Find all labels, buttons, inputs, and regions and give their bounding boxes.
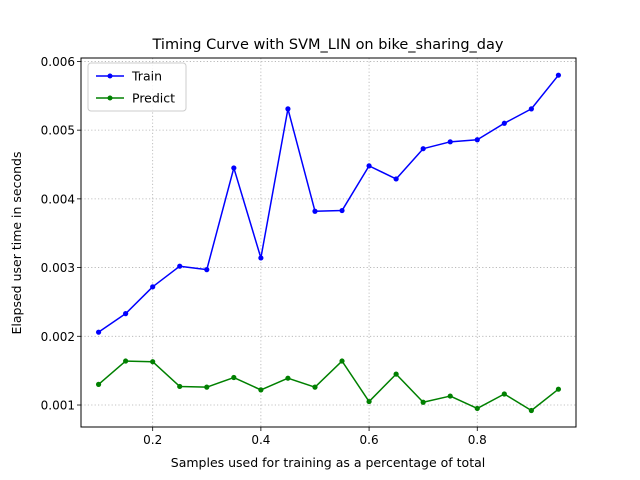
data-point-train	[447, 139, 453, 145]
data-point-train	[366, 163, 372, 169]
data-point-train	[204, 267, 210, 273]
x-tick-label: 0.2	[143, 433, 162, 447]
data-point-predict	[231, 374, 237, 381]
data-point-train	[258, 255, 264, 261]
y-tick-label: 0.006	[41, 55, 75, 69]
legend-train-marker	[107, 73, 113, 79]
x-tick-label: 0.6	[360, 433, 379, 447]
data-point-predict	[150, 359, 156, 365]
legend-box	[87, 62, 187, 112]
data-point-predict	[528, 407, 534, 414]
chart-title: Timing Curve with SVM_LIN on bike_sharin…	[152, 37, 504, 53]
x-tick-label: 0.4	[251, 433, 270, 447]
data-point-train	[177, 263, 183, 269]
data-point-train	[420, 146, 426, 152]
y-tick-label: 0.004	[41, 192, 75, 206]
data-point-train	[501, 120, 507, 126]
data-point-train	[393, 176, 399, 182]
data-point-predict	[285, 375, 291, 381]
data-point-predict	[312, 384, 318, 390]
data-point-predict	[474, 405, 480, 412]
data-point-predict	[177, 383, 183, 390]
data-point-train	[312, 208, 318, 214]
data-point-predict	[447, 393, 453, 399]
series-line-predict	[98, 360, 559, 412]
data-point-train	[555, 72, 562, 78]
axis-ticks: 0.2 0.4 0.6 0.8 0.001 0.002 0.003 0.004 0.005 0.0…	[41, 55, 487, 447]
legend-predict-marker	[107, 95, 113, 101]
data-point-predict	[123, 358, 129, 364]
x-axis-label: Samples used for training as a percentag…	[171, 455, 485, 470]
legend-predict-label: Predict	[132, 91, 175, 106]
data-point-predict	[366, 398, 372, 405]
data-point-predict	[95, 381, 102, 387]
data-point-predict	[420, 399, 426, 405]
legend-train-label: Train	[131, 69, 162, 84]
data-point-predict	[393, 371, 399, 377]
plot-frame	[80, 57, 577, 428]
x-tick-label: 0.8	[468, 433, 487, 447]
plot-series	[95, 72, 562, 414]
data-point-train	[231, 165, 237, 171]
data-point-train	[339, 207, 345, 214]
y-tick-label: 0.005	[41, 124, 75, 138]
y-axis-label: Elapsed user time in seconds	[9, 152, 24, 335]
data-point-predict	[555, 386, 562, 392]
data-point-predict	[204, 384, 210, 390]
data-point-predict	[501, 391, 507, 397]
data-point-train	[285, 106, 291, 112]
data-point-predict	[339, 358, 345, 364]
y-tick-label: 0.001	[41, 399, 75, 413]
legend: Train Predict	[87, 62, 187, 112]
series-line-train	[98, 74, 560, 333]
data-point-train	[528, 106, 534, 112]
data-point-train	[123, 311, 129, 317]
data-point-train	[150, 284, 156, 290]
y-tick-label: 0.003	[41, 261, 75, 275]
data-point-predict	[258, 387, 264, 393]
data-point-train	[95, 329, 102, 335]
y-tick-label: 0.002	[41, 330, 75, 344]
data-point-train	[474, 137, 480, 143]
